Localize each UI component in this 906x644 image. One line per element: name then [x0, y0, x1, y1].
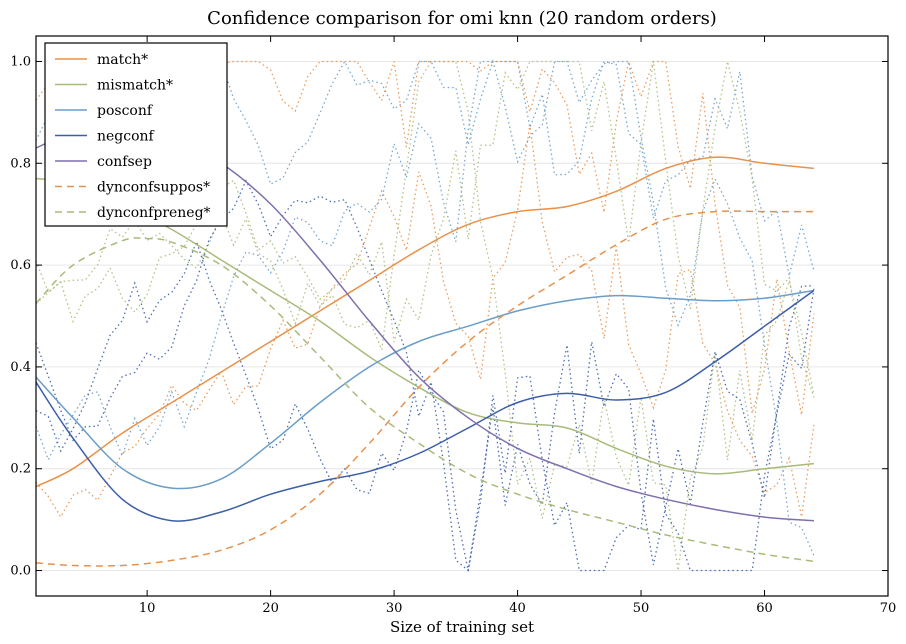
order-trace	[35, 60, 815, 571]
y-tick-label: 0.6	[10, 258, 31, 273]
y-tick-label: 0.2	[10, 462, 31, 477]
order-trace	[35, 60, 815, 398]
series-line-negconf	[35, 289, 815, 522]
order-trace	[35, 59, 815, 556]
series-line-dynconfpreneg	[35, 237, 815, 563]
legend-label: confsep	[97, 154, 152, 170]
x-tick-label: 30	[386, 601, 403, 616]
legend-box	[44, 42, 228, 227]
series-line-dynconfsuppos	[35, 210, 814, 567]
x-tick-label: 40	[509, 601, 526, 616]
x-tick-label: 60	[756, 601, 773, 616]
chart-title: Confidence comparison for omi knn (20 ra…	[207, 8, 717, 29]
x-tick-label: 10	[139, 601, 156, 616]
y-tick-label: 0.8	[10, 156, 31, 171]
legend-items: match* mismatch* posconf negconf confsep dync…	[55, 52, 211, 221]
legend-label: negconf	[97, 129, 156, 145]
legend: match* mismatch* posconf negconf confsep dync…	[44, 42, 228, 227]
order-trace	[35, 124, 815, 519]
order-trace	[35, 60, 815, 462]
y-tick-label: 0.4	[10, 360, 31, 375]
series-line-posconf	[35, 289, 815, 490]
axis-ticks: 10 20 30 40 50 60 70 0.0 0.2 0.4 0.6 0.8 1.0	[10, 36, 896, 616]
legend-label: mismatch*	[97, 78, 173, 94]
order-trace	[35, 179, 814, 572]
plot-area	[35, 35, 889, 597]
x-axis-label: Size of training set	[390, 618, 534, 636]
legend-label: posconf	[97, 103, 154, 119]
legend-label: dynconfpreneg*	[97, 205, 211, 221]
x-tick-label: 20	[262, 601, 279, 616]
y-tick-label: 1.0	[10, 54, 31, 69]
series-line-match	[35, 156, 814, 488]
legend-label: match*	[97, 52, 148, 68]
x-tick-label: 50	[633, 601, 650, 616]
x-tick-label: 70	[880, 601, 897, 616]
legend-label: dynconfsuppos*	[97, 180, 210, 196]
y-tick-label: 0.0	[10, 564, 31, 579]
